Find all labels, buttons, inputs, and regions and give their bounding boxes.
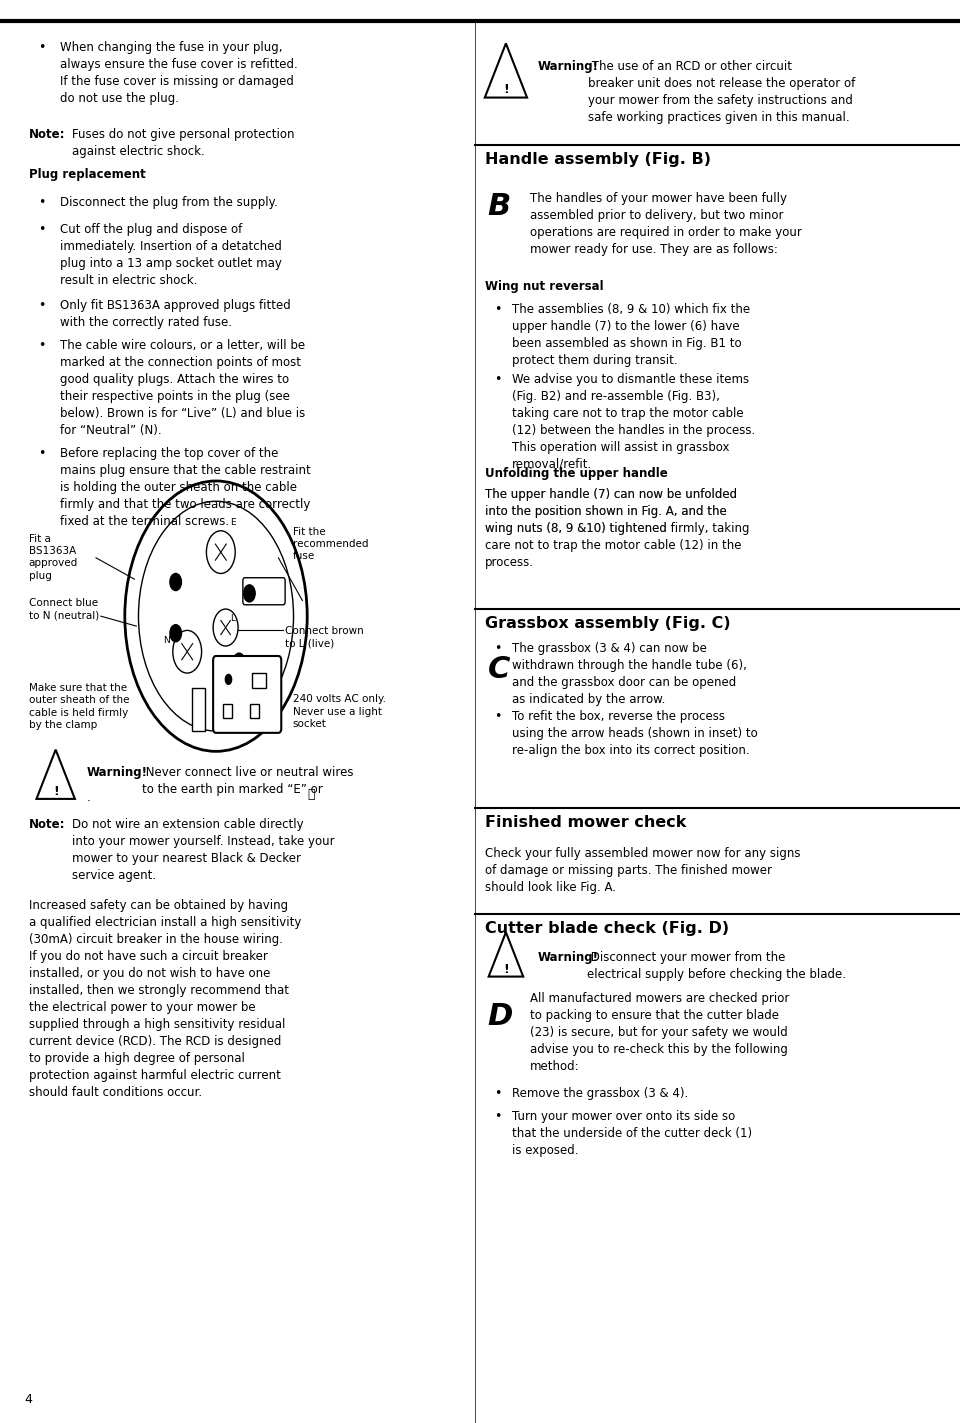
Text: Cut off the plug and dispose of
immediately. Insertion of a detatched
plug into : Cut off the plug and dispose of immediat…	[60, 223, 281, 287]
Text: The assemblies (8, 9 & 10) which fix the
upper handle (7) to the lower (6) have
: The assemblies (8, 9 & 10) which fix the…	[512, 303, 750, 367]
Text: •: •	[38, 41, 46, 54]
Text: The upper handle (7) can now be unfolded
into the position shown in Fig. A, and : The upper handle (7) can now be unfolded…	[485, 488, 763, 569]
Text: •: •	[494, 710, 502, 723]
Text: Only fit BS1363A approved plugs fitted
with the correctly rated fuse.: Only fit BS1363A approved plugs fitted w…	[60, 299, 290, 329]
Text: Connect blue
to N (neutral): Connect blue to N (neutral)	[29, 598, 99, 620]
Text: The cable wire colours, or a letter, will be
marked at the connection points of : The cable wire colours, or a letter, wil…	[60, 339, 304, 437]
Text: Before replacing the top cover of the
mains plug ensure that the cable restraint: Before replacing the top cover of the ma…	[60, 447, 310, 528]
Text: Warning!: Warning!	[538, 60, 599, 73]
Text: Note:: Note:	[29, 818, 65, 831]
Text: The use of an RCD or other circuit
breaker unit does not release the operator of: The use of an RCD or other circuit break…	[588, 60, 854, 124]
Circle shape	[244, 585, 255, 602]
Text: Finished mower check: Finished mower check	[485, 815, 686, 831]
Text: Disconnect the plug from the supply.: Disconnect the plug from the supply.	[60, 196, 277, 209]
Circle shape	[170, 625, 181, 642]
Text: N: N	[163, 636, 170, 645]
Text: •: •	[494, 303, 502, 316]
Text: Fuses do not give personal protection
against electric shock.: Fuses do not give personal protection ag…	[72, 128, 295, 158]
Text: 240 volts AC only.
Never use a light
socket: 240 volts AC only. Never use a light soc…	[293, 694, 386, 729]
Text: We advise you to dismantle these items
(Fig. B2) and re-assemble (Fig. B3),
taki: We advise you to dismantle these items (…	[512, 373, 755, 471]
Text: !: !	[503, 83, 509, 95]
Text: L: L	[230, 615, 235, 623]
Text: Handle assembly (Fig. B): Handle assembly (Fig. B)	[485, 152, 710, 168]
Text: Fit the
recommended
fuse: Fit the recommended fuse	[293, 527, 369, 561]
Text: •: •	[494, 1087, 502, 1100]
Text: All manufactured mowers are checked prior
to packing to ensure that the cutter b: All manufactured mowers are checked prio…	[530, 992, 789, 1073]
Circle shape	[233, 653, 245, 670]
Text: •: •	[38, 196, 46, 209]
Text: C: C	[488, 655, 510, 683]
Text: ⏚: ⏚	[307, 788, 315, 801]
Text: Warning!: Warning!	[86, 766, 148, 778]
Text: D: D	[488, 1002, 513, 1030]
Text: Connect brown
to L (live): Connect brown to L (live)	[285, 626, 364, 649]
Text: Never connect live or neutral wires
to the earth pin marked “E” or: Never connect live or neutral wires to t…	[142, 766, 353, 795]
Bar	[252, 673, 266, 687]
Text: •: •	[494, 1110, 502, 1123]
Circle shape	[225, 673, 232, 684]
Circle shape	[170, 573, 181, 591]
Text: The upper handle (7) can now be unfolded
into the position shown in Fig. A, and : The upper handle (7) can now be unfolded…	[485, 488, 750, 569]
Text: E: E	[230, 518, 236, 527]
Bar	[251, 704, 259, 719]
Text: Note:: Note:	[29, 128, 65, 141]
Bar	[192, 689, 205, 731]
Text: Remove the grassbox (3 & 4).: Remove the grassbox (3 & 4).	[512, 1087, 688, 1100]
Text: The upper handle (7) can now be unfolded
into the position shown in Fig. A, and : The upper handle (7) can now be unfolded…	[485, 488, 737, 535]
Text: !: !	[503, 963, 509, 976]
Text: The grassbox (3 & 4) can now be
withdrawn through the handle tube (6),
and the g: The grassbox (3 & 4) can now be withdraw…	[512, 642, 747, 706]
Bar	[227, 689, 240, 731]
Text: •: •	[38, 447, 46, 460]
Text: Turn your mower over onto its side so
that the underside of the cutter deck (1)
: Turn your mower over onto its side so th…	[512, 1110, 752, 1157]
Text: •: •	[38, 223, 46, 236]
Circle shape	[138, 501, 294, 731]
Text: Make sure that the
outer sheath of the
cable is held firmly
by the clamp: Make sure that the outer sheath of the c…	[29, 683, 130, 730]
Text: Do not wire an extension cable directly
into your mower yourself. Instead, take : Do not wire an extension cable directly …	[72, 818, 335, 882]
Text: Disconnect your mower from the
electrical supply before checking the blade.: Disconnect your mower from the electrica…	[587, 951, 846, 980]
Text: Wing nut reversal: Wing nut reversal	[485, 280, 604, 293]
Text: .: .	[86, 791, 90, 804]
Text: Unfolding the upper handle: Unfolding the upper handle	[485, 467, 667, 480]
Text: •: •	[38, 299, 46, 312]
Text: Increased safety can be obtained by having
a qualified electrician install a hig: Increased safety can be obtained by havi…	[29, 899, 301, 1100]
Text: •: •	[38, 339, 46, 351]
Text: Plug replacement: Plug replacement	[29, 168, 146, 181]
Text: B: B	[488, 192, 511, 221]
Bar	[224, 704, 232, 719]
Text: The handles of your mower have been fully
assembled prior to delivery, but two m: The handles of your mower have been full…	[530, 192, 802, 256]
Text: Fit a
BS1363A
approved
plug: Fit a BS1363A approved plug	[29, 534, 78, 581]
FancyBboxPatch shape	[213, 656, 281, 733]
Text: Check your fully assembled mower now for any signs
of damage or missing parts. T: Check your fully assembled mower now for…	[485, 847, 801, 894]
Text: Cutter blade check (Fig. D): Cutter blade check (Fig. D)	[485, 921, 729, 936]
Text: •: •	[494, 642, 502, 655]
Text: Warning!: Warning!	[538, 951, 599, 963]
Text: •: •	[494, 373, 502, 386]
Text: Grassbox assembly (Fig. C): Grassbox assembly (Fig. C)	[485, 616, 731, 632]
Text: To refit the box, reverse the process
using the arrow heads (shown in inset) to
: To refit the box, reverse the process us…	[512, 710, 757, 757]
Text: !: !	[53, 785, 59, 798]
Text: When changing the fuse in your plug,
always ensure the fuse cover is refitted.
I: When changing the fuse in your plug, alw…	[60, 41, 298, 105]
Text: 4: 4	[24, 1393, 32, 1406]
